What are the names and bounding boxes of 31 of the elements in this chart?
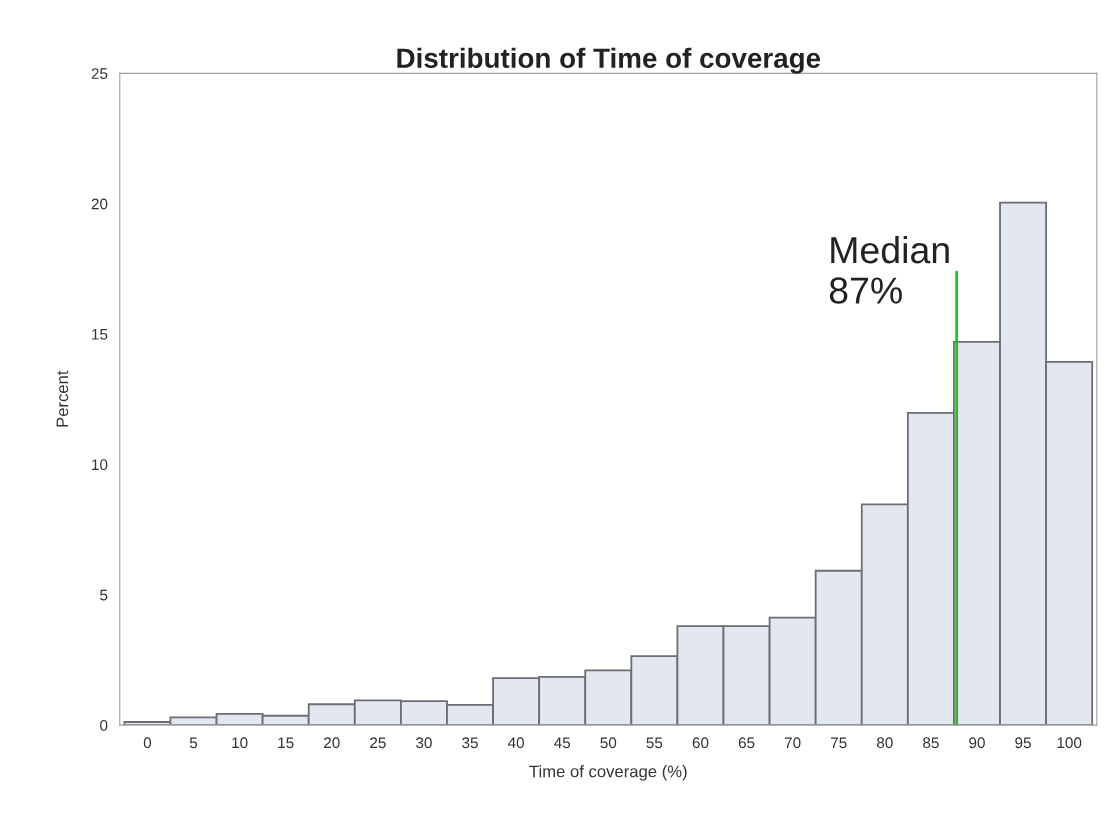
x-tick-label: 40 <box>507 737 525 749</box>
x-tick-label: 85 <box>923 737 939 749</box>
x-tick-label: 45 <box>554 737 571 749</box>
y-tick-label: 15 <box>92 329 108 340</box>
x-axis-title: Time of coverage (%) <box>529 765 687 781</box>
x-tick-label: 30 <box>416 737 432 749</box>
y-tick-label: 0 <box>100 719 108 731</box>
ref-line-label: Median 87% <box>829 235 949 304</box>
x-tick-label: 55 <box>646 737 663 749</box>
x-tick-label: 60 <box>692 737 709 749</box>
x-tick-label: 75 <box>831 737 847 749</box>
x-tick-label: 5 <box>189 737 198 749</box>
x-tick-label: 70 <box>784 737 801 749</box>
x-tick-label: 90 <box>969 737 985 749</box>
x-tick-label: 35 <box>462 737 478 749</box>
x-tick-label: 65 <box>738 737 755 749</box>
x-tick-label: 50 <box>600 737 617 749</box>
x-tick-label: 10 <box>232 737 248 749</box>
y-tick-label: 20 <box>91 198 108 210</box>
x-tick-label: 15 <box>278 737 294 749</box>
x-tick-label: 25 <box>370 737 386 749</box>
y-axis-title: Percent <box>56 370 69 427</box>
x-tick-label: 0 <box>143 737 152 749</box>
x-tick-label: 80 <box>876 737 893 749</box>
x-tick-label: 95 <box>1015 737 1031 749</box>
y-tick-label: 25 <box>91 68 108 80</box>
x-tick-label: 20 <box>324 737 340 749</box>
y-tick-label: 5 <box>100 589 108 601</box>
y-tick-label: 10 <box>92 459 108 471</box>
chart-title: Distribution of Time of coverage <box>397 47 821 74</box>
x-tick-label: 100 <box>1057 737 1082 749</box>
